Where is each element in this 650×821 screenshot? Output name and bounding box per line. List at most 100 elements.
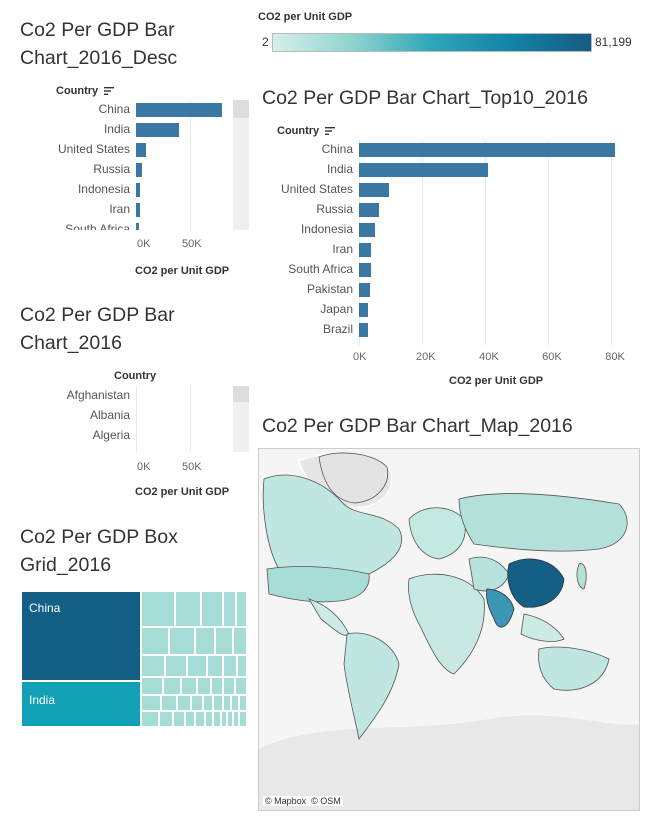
alpha-bar-chart[interactable]: Country Afghanistan Albania Algeria 0K 50K… [20, 368, 252, 508]
treemap[interactable]: China India [21, 591, 247, 727]
sort-descending-icon[interactable] [325, 127, 336, 136]
desc-bar-indonesia[interactable] [136, 183, 141, 197]
desc-scrollbar[interactable] [233, 100, 249, 230]
desc-bar-china[interactable] [136, 103, 222, 117]
treemap-tile[interactable] [215, 627, 233, 655]
treemap-tile[interactable] [161, 695, 177, 711]
treemap-tile[interactable] [201, 591, 223, 627]
desc-label-china[interactable]: China [98, 102, 130, 116]
treemap-tile[interactable] [239, 711, 247, 727]
treemap-tile[interactable] [223, 655, 237, 677]
sort-descending-icon[interactable] [104, 87, 115, 96]
country-header[interactable]: Country [277, 125, 336, 137]
top10-bar-russia[interactable] [359, 203, 380, 217]
treemap-tile[interactable] [211, 677, 223, 695]
top10-label-russia[interactable]: Russia [316, 202, 353, 216]
top10-bar-south-africa[interactable] [359, 263, 371, 277]
country-header[interactable]: Country [56, 85, 115, 97]
treemap-tile[interactable] [141, 655, 165, 677]
treemap-tile[interactable] [187, 655, 207, 677]
treemap-tile[interactable] [141, 711, 159, 727]
treemap-tile[interactable] [233, 627, 247, 655]
treemap-tile[interactable] [213, 711, 221, 727]
treemap-tile[interactable] [159, 711, 173, 727]
desc-bar-chart[interactable]: Country China India United States Russia Ind… [20, 80, 252, 280]
treemap-tile[interactable] [207, 655, 223, 677]
treemap-tile[interactable] [197, 677, 211, 695]
top10-label-south-africa[interactable]: South Africa [288, 262, 353, 276]
treemap-tile[interactable] [223, 677, 235, 695]
top10-label-india[interactable]: India [326, 162, 353, 176]
map-credit[interactable]: © Mapbox © OSM [263, 796, 343, 806]
alpha-label-algeria[interactable]: Algeria [92, 428, 130, 442]
desc-bar-russia[interactable] [136, 163, 143, 177]
treemap-tile[interactable] [173, 711, 185, 727]
treemap-tile[interactable] [165, 655, 187, 677]
treemap-tile[interactable] [223, 695, 231, 711]
top10-label-indonesia[interactable]: Indonesia [300, 222, 353, 236]
treemap-tile[interactable] [213, 695, 223, 711]
desc-label-india[interactable]: India [103, 122, 130, 136]
top10-bar-iran[interactable] [359, 243, 371, 257]
top10-bar-india[interactable] [359, 163, 489, 177]
treemap-tile[interactable] [141, 677, 163, 695]
top10-bar-pakistan[interactable] [359, 283, 371, 297]
top10-bar-united-states[interactable] [359, 183, 389, 197]
treemap-tile[interactable] [227, 711, 233, 727]
desc-scroll-thumb[interactable] [233, 100, 249, 118]
mapbox-credit[interactable]: © Mapbox [265, 796, 307, 806]
treemap-tile[interactable] [237, 655, 247, 677]
treemap-tile[interactable] [236, 591, 247, 627]
treemap-tile[interactable] [231, 695, 239, 711]
treemap-tile[interactable] [141, 591, 175, 627]
alpha-scrollbar[interactable] [233, 386, 249, 452]
desc-label-iran[interactable]: Iran [109, 202, 130, 216]
top10-label-pakistan[interactable]: Pakistan [306, 282, 353, 296]
top10-bar-indonesia[interactable] [359, 223, 375, 237]
map-canvas[interactable] [259, 449, 639, 810]
country-header[interactable]: Country [114, 370, 157, 382]
treemap-tile[interactable] [239, 695, 247, 711]
alpha-label-afghanistan[interactable]: Afghanistan [66, 388, 130, 402]
alpha-label-albania[interactable]: Albania [89, 408, 130, 422]
top10-bar-brazil[interactable] [359, 323, 368, 337]
treemap-tile[interactable] [163, 677, 181, 695]
desc-bar-south-africa[interactable] [136, 223, 140, 230]
desc-bar-iran[interactable] [136, 203, 140, 217]
desc-label-united-states[interactable]: United States [57, 142, 130, 156]
treemap-tile[interactable] [191, 695, 203, 711]
desc-label-south-africa[interactable]: South Africa [65, 222, 130, 230]
treemap-tile[interactable] [195, 711, 205, 727]
treemap-tile[interactable] [181, 677, 197, 695]
top10-label-united-states[interactable]: United States [280, 182, 353, 196]
top10-bar-japan[interactable] [359, 303, 369, 317]
top10-bar-chart[interactable]: Country China India United States Russia Ind… [262, 120, 642, 400]
treemap-tile[interactable] [169, 627, 195, 655]
alpha-scroll-thumb[interactable] [233, 386, 249, 402]
treemap-tile[interactable] [235, 677, 247, 695]
treemap-small-tiles[interactable] [141, 591, 247, 727]
top10-bar-china[interactable] [359, 143, 616, 157]
treemap-tile[interactable] [195, 627, 215, 655]
desc-label-russia[interactable]: Russia [93, 162, 130, 176]
treemap-tile[interactable] [185, 711, 195, 727]
world-map[interactable]: © Mapbox © OSM [258, 448, 640, 811]
treemap-tile[interactable] [223, 591, 236, 627]
treemap-tile[interactable] [203, 695, 213, 711]
desc-label-indonesia[interactable]: Indonesia [77, 182, 130, 196]
top10-label-china[interactable]: China [321, 142, 353, 156]
treemap-tile[interactable] [205, 711, 213, 727]
desc-bar-united-states[interactable] [136, 143, 146, 157]
treemap-tile[interactable] [141, 695, 161, 711]
treemap-tile-china[interactable]: China [21, 591, 141, 681]
treemap-tile[interactable] [175, 591, 201, 627]
treemap-tile[interactable] [177, 695, 191, 711]
top10-label-japan[interactable]: Japan [320, 302, 353, 316]
treemap-tile[interactable] [233, 711, 239, 727]
desc-bar-india[interactable] [136, 123, 179, 137]
top10-label-iran[interactable]: Iran [332, 242, 353, 256]
osm-credit[interactable]: © OSM [311, 796, 341, 806]
treemap-tile-india[interactable]: India [21, 681, 141, 727]
top10-label-brazil[interactable]: Brazil [322, 322, 353, 336]
treemap-tile[interactable] [221, 711, 227, 727]
